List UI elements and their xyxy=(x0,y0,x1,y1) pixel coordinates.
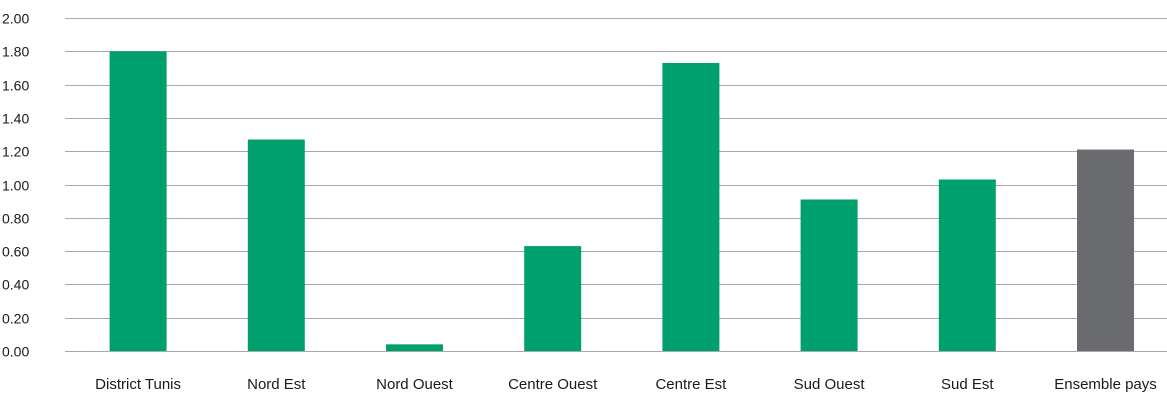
y-tick-label: 1.00 xyxy=(2,178,29,194)
x-category-label: Sud Est xyxy=(941,376,994,393)
y-tick-label: 1.40 xyxy=(2,111,29,127)
bar-nord-est xyxy=(247,139,305,351)
bar-ensemble-pays xyxy=(1077,149,1134,351)
bar-district-tunis xyxy=(109,51,167,352)
bars xyxy=(109,51,1134,352)
y-tick-label: 0.60 xyxy=(2,244,29,260)
bar-nord-ouest xyxy=(386,344,443,351)
bar-sud-ouest xyxy=(800,199,858,351)
x-category-label: Sud Ouest xyxy=(794,376,866,393)
x-category-label: Ensemble pays xyxy=(1054,376,1157,393)
y-tick-label: 0.00 xyxy=(2,344,29,360)
y-tick-label: 1.80 xyxy=(2,44,29,60)
bar-centre-ouest xyxy=(524,246,582,351)
bar-sud-est xyxy=(938,179,996,351)
y-tick-label: 1.20 xyxy=(2,144,29,160)
y-tick-label: 2.00 xyxy=(2,11,29,27)
x-category-label: Centre Est xyxy=(655,376,727,393)
bar-centre-est xyxy=(662,62,720,352)
x-category-label: Centre Ouest xyxy=(508,376,598,393)
x-category-label: Nord Ouest xyxy=(376,376,454,393)
x-category-label: Nord Est xyxy=(247,376,306,393)
x-axis-labels: District Tunis Nord Est Nord Ouest Centre O… xyxy=(95,376,1157,393)
y-tick-label: 0.40 xyxy=(2,277,29,293)
y-tick-label: 1.60 xyxy=(2,78,29,94)
x-category-label: District Tunis xyxy=(95,376,181,393)
gridlines xyxy=(65,18,1167,352)
y-tick-label: 0.20 xyxy=(2,311,29,327)
y-axis-ticks: 0.00 0.20 0.40 0.60 0.80 1.00 1.20 1.40 1.60 1.80… xyxy=(2,11,29,360)
y-tick-label: 0.80 xyxy=(2,211,29,227)
